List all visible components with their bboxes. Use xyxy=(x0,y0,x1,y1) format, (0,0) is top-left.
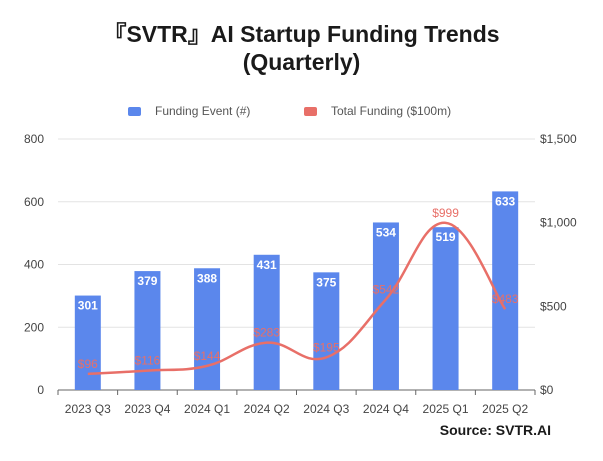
x-axis-tick-label: 2024 Q4 xyxy=(363,402,409,416)
legend: Funding Event (#) Total Funding ($100m) xyxy=(0,104,603,122)
bar xyxy=(313,272,340,390)
x-axis-tick-label: 2023 Q3 xyxy=(65,402,111,416)
legend-item-total-funding[interactable]: Total Funding ($100m) xyxy=(304,104,451,118)
line-series-total-funding xyxy=(87,221,507,376)
x-axis-tick-label: 2024 Q1 xyxy=(184,402,230,416)
line-value-label: $483 xyxy=(492,292,519,306)
legend-swatch-bar xyxy=(128,106,141,116)
line-value-label: $116 xyxy=(135,354,161,368)
left-axis-tick-label: 800 xyxy=(24,132,44,146)
bar xyxy=(194,268,221,390)
bar-value-label: 379 xyxy=(137,274,157,288)
bar-value-label: 301 xyxy=(78,299,98,313)
bar xyxy=(372,222,399,390)
legend-swatch-line xyxy=(304,106,317,116)
right-axis-tick-label: $1,000 xyxy=(540,216,577,230)
chart-title-line1: 『SVTR』AI Startup Funding Trends xyxy=(103,21,500,47)
right-axis-tick-label: $0 xyxy=(540,383,554,397)
x-axis-tick-label: 2023 Q4 xyxy=(124,402,170,416)
left-axis-tick-label: 400 xyxy=(24,258,44,272)
legend-label-total-funding: Total Funding ($100m) xyxy=(331,104,452,118)
line-value-label: $542 xyxy=(373,282,400,296)
chart-title: 『SVTR』AI Startup Funding Trends (Quarter… xyxy=(0,20,603,76)
bar-value-label: 534 xyxy=(376,225,396,239)
x-axis-tick-label: 2025 Q2 xyxy=(482,402,528,416)
bar-value-label: 375 xyxy=(316,275,336,289)
chart-title-line2: (Quarterly) xyxy=(242,49,361,75)
right-axis-tick-label: $500 xyxy=(540,299,567,313)
legend-item-funding-event[interactable]: Funding Event (#) xyxy=(128,104,250,118)
legend-label-funding-event: Funding Event (#) xyxy=(155,104,251,118)
line-value-label: $283 xyxy=(253,326,280,340)
x-axis-tick-label: 2025 Q1 xyxy=(423,402,469,416)
left-axis-tick-label: 600 xyxy=(24,195,44,209)
line-value-label: $144 xyxy=(194,349,221,363)
x-axis-tick-label: 2024 Q3 xyxy=(303,402,349,416)
line-value-label: $195 xyxy=(313,340,340,354)
x-axis-tick-label: 2024 Q2 xyxy=(244,402,290,416)
right-axis-tick-label: $1,500 xyxy=(540,132,577,146)
line-value-label: $96 xyxy=(78,357,98,371)
bar-value-label: 431 xyxy=(257,258,277,272)
bar xyxy=(253,254,280,390)
bar-value-label: 633 xyxy=(495,194,515,208)
line-value-label: $999 xyxy=(432,206,459,220)
left-axis-tick-label: 0 xyxy=(37,383,44,397)
left-axis-tick-label: 200 xyxy=(24,320,44,334)
bar-value-label: 519 xyxy=(436,230,456,244)
bar xyxy=(432,227,459,390)
bar-value-label: 388 xyxy=(197,271,217,285)
source-label: Source: SVTR.AI xyxy=(439,422,551,438)
